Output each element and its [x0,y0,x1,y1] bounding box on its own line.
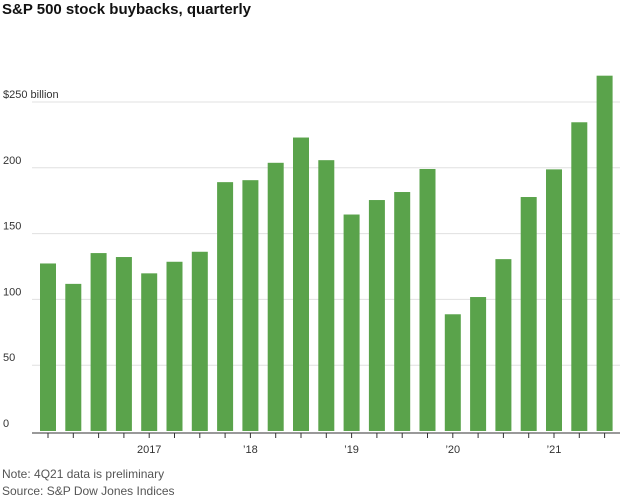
x-tick-label: 2017 [137,444,161,456]
bar-4Q19 [419,168,436,431]
bar-3Q21 [596,75,613,432]
bar-1Q21 [546,169,562,431]
bar-3Q18 [293,137,309,432]
chart-title: S&P 500 stock buybacks, quarterly [2,1,252,18]
bar-2Q17 [166,261,183,431]
bar-1Q19 [343,214,360,431]
y-tick-label: 0 [3,418,9,430]
x-axis-ticks: 2017 ’18 ’19 ’20 ’21 [47,433,606,456]
bar-4Q18 [318,160,335,431]
x-tick-label: ’19 [344,444,359,456]
bar-1Q16 [40,263,56,431]
y-tick-label: 100 [3,286,21,298]
bar-3Q17 [191,251,208,431]
y-tick-label: $250 billion [3,89,59,101]
y-tick-label: 150 [3,221,21,233]
y-axis-ticks: 0 50 100 150 200 $250 billion [3,89,59,430]
bar-2Q18 [267,162,284,431]
bar-4Q20 [520,197,537,431]
bar-1Q20 [444,314,461,431]
bar-4Q17 [217,182,234,431]
bar-2Q19 [368,200,385,431]
bar-2Q20 [470,297,487,431]
x-tick-label: ’18 [243,444,258,456]
x-tick-label: ’21 [547,444,562,456]
bar-3Q19 [394,192,411,431]
y-tick-label: 200 [3,155,21,167]
bars [40,75,613,432]
bar-3Q16 [90,253,107,431]
bar-2Q16 [65,283,82,431]
bar-1Q18 [242,180,259,431]
bar-3Q20 [495,259,512,431]
chart-note: Note: 4Q21 data is preliminary [2,467,165,481]
x-tick-label: ’20 [445,444,460,456]
bar-2Q21 [571,122,588,431]
bar-1Q17 [141,273,158,431]
chart-footer: Note: 4Q21 data is preliminary Source: S… [2,466,175,500]
y-tick-label: 50 [3,352,15,364]
chart-source: Source: S&P Dow Jones Indices [2,484,175,498]
bar-4Q16 [115,257,132,431]
